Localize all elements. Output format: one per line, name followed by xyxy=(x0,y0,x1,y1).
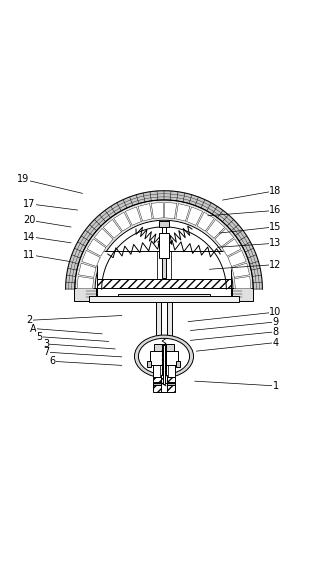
Text: 19: 19 xyxy=(17,174,29,184)
Polygon shape xyxy=(77,277,93,289)
Polygon shape xyxy=(95,220,233,289)
Text: 7: 7 xyxy=(43,347,49,357)
Bar xyxy=(150,351,178,365)
Bar xyxy=(161,375,167,393)
Bar xyxy=(176,361,180,366)
Bar xyxy=(159,233,169,258)
Text: 14: 14 xyxy=(23,232,36,242)
Text: 8: 8 xyxy=(273,327,278,337)
Bar xyxy=(118,294,210,296)
Polygon shape xyxy=(232,263,250,277)
Text: 2: 2 xyxy=(26,315,33,325)
Text: 17: 17 xyxy=(23,199,36,209)
Bar xyxy=(153,382,175,385)
Bar xyxy=(86,288,97,300)
Bar xyxy=(154,344,174,381)
Text: 20: 20 xyxy=(23,215,36,225)
Polygon shape xyxy=(82,251,100,266)
Bar xyxy=(153,365,175,377)
Text: 3: 3 xyxy=(43,339,49,349)
Text: 16: 16 xyxy=(269,205,282,216)
Text: 12: 12 xyxy=(269,259,282,270)
Polygon shape xyxy=(138,204,152,221)
Bar xyxy=(147,361,151,366)
Bar xyxy=(162,258,166,278)
Text: 4: 4 xyxy=(273,338,278,348)
Polygon shape xyxy=(176,204,190,221)
Polygon shape xyxy=(103,220,122,238)
Polygon shape xyxy=(87,239,106,256)
Bar xyxy=(74,288,96,301)
Polygon shape xyxy=(75,200,253,289)
Text: 5: 5 xyxy=(36,332,43,342)
Polygon shape xyxy=(235,277,251,289)
Bar xyxy=(161,302,167,381)
Bar xyxy=(163,345,165,384)
Polygon shape xyxy=(222,239,241,256)
Polygon shape xyxy=(66,191,262,289)
Polygon shape xyxy=(125,207,141,225)
Bar xyxy=(162,227,166,233)
Bar xyxy=(231,288,242,300)
Bar xyxy=(97,279,231,288)
Polygon shape xyxy=(228,251,246,266)
Polygon shape xyxy=(78,263,96,277)
Text: 9: 9 xyxy=(273,317,278,327)
Bar xyxy=(89,296,239,302)
Bar xyxy=(156,302,172,381)
Text: 18: 18 xyxy=(269,186,282,196)
Ellipse shape xyxy=(134,335,194,378)
Polygon shape xyxy=(187,207,203,225)
Polygon shape xyxy=(215,228,234,247)
Bar xyxy=(232,288,253,301)
Polygon shape xyxy=(94,228,113,247)
Text: 15: 15 xyxy=(269,222,282,232)
Bar xyxy=(161,344,166,381)
Polygon shape xyxy=(206,220,225,238)
Bar xyxy=(159,221,169,227)
Text: 13: 13 xyxy=(269,238,282,248)
Bar xyxy=(97,251,231,279)
Text: 6: 6 xyxy=(50,356,55,366)
Bar xyxy=(153,377,175,393)
Text: 10: 10 xyxy=(269,307,282,317)
Text: A: A xyxy=(30,324,36,334)
Bar xyxy=(156,375,172,393)
Polygon shape xyxy=(165,202,177,218)
Polygon shape xyxy=(197,212,214,231)
Ellipse shape xyxy=(138,338,190,374)
Text: 1: 1 xyxy=(273,381,278,391)
Text: 11: 11 xyxy=(23,250,36,260)
Polygon shape xyxy=(151,202,163,218)
Polygon shape xyxy=(114,212,131,231)
